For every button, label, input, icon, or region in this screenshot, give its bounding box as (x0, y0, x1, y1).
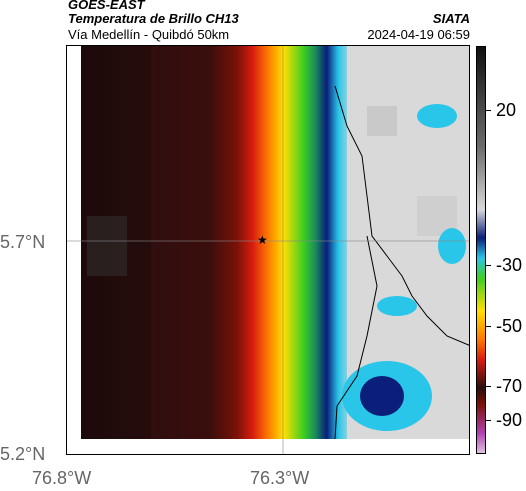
colorbar-label: -70 (496, 376, 523, 396)
lon-label: 76.8°W (32, 468, 92, 488)
colorbar-label: 20 (496, 100, 517, 120)
org-label: SIATA (432, 11, 470, 26)
colorbar-tick (486, 386, 491, 387)
title-line1: GOES-EAST (68, 0, 145, 12)
colorbar-label: -50 (496, 316, 523, 336)
subtitle: Vía Medellín - Quibdó 50km (68, 27, 230, 42)
colorbar-tick (486, 265, 491, 266)
satellite-map: ★ (66, 45, 470, 455)
colorbar-label: -30 (496, 255, 523, 275)
map-image: ★ (67, 46, 469, 454)
location-marker-icon: ★ (257, 233, 268, 247)
lat-label: 5.2°N (0, 444, 46, 464)
colorbar (476, 46, 486, 454)
colorbar-tick (486, 326, 491, 327)
lat-label: 5.7°N (0, 232, 46, 252)
timestamp: 2024-04-19 06:59 (367, 27, 470, 42)
colorbar-label: -90 (496, 410, 523, 430)
title-line2: Temperatura de Brillo CH13 (68, 11, 239, 26)
lon-label: 76.3°W (250, 468, 310, 488)
colorbar-tick (486, 420, 491, 421)
colorbar-tick (486, 110, 491, 111)
